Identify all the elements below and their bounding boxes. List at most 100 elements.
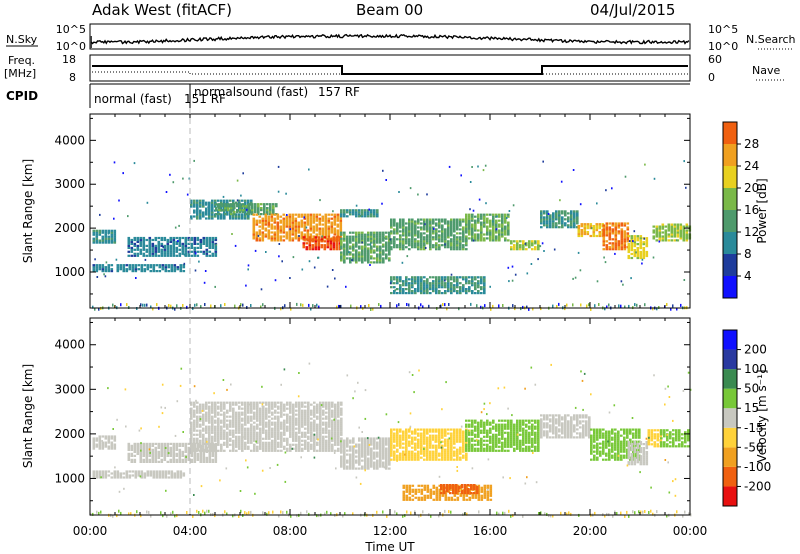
heatmap-cell [465, 282, 468, 285]
heatmap-cell [139, 240, 143, 243]
heatmap-cell [573, 224, 576, 227]
heatmap-cell [178, 452, 182, 455]
heatmap-cell [438, 434, 441, 437]
heatmap-cell [265, 429, 268, 432]
heatmap-cell [110, 435, 114, 438]
heatmap-cell [313, 429, 316, 432]
heatmap-cell [280, 425, 283, 428]
heatmap-cell [576, 220, 579, 223]
heatmap-cell [248, 209, 251, 212]
heatmap-cell [333, 217, 337, 220]
heatmap-cell [223, 407, 226, 410]
heatmap-cell [276, 221, 280, 224]
heatmap-cell [402, 438, 405, 441]
heatmap-cell [411, 238, 414, 241]
heatmap-cell [459, 242, 462, 245]
heatmap-cell [184, 240, 188, 243]
heatmap-cell [199, 246, 203, 249]
heatmap-cell [450, 438, 453, 441]
heatmap-cell [306, 229, 310, 232]
heatmap-cell [107, 237, 111, 240]
heatmap-cell [313, 447, 316, 450]
heatmap-cell [154, 456, 158, 459]
heatmap-cell [336, 217, 340, 220]
heatmap-cell [495, 225, 498, 228]
heatmap-cell [573, 216, 576, 219]
heatmap-cell [399, 230, 402, 233]
heatmap-cell [98, 445, 102, 448]
heatmap-cell [623, 234, 627, 237]
heatmap-cell [382, 253, 385, 256]
heatmap-cell [655, 235, 659, 238]
heatmap-cell [385, 247, 388, 250]
heatmap-cell [285, 235, 289, 238]
heatmap-cell [134, 268, 138, 271]
heatmap-cell [301, 435, 304, 438]
heatmap-cell [286, 439, 289, 442]
heatmap-cell [435, 444, 438, 447]
heatmap-cell [405, 284, 408, 287]
heatmap-cell [169, 450, 173, 453]
heatmap-cell [411, 228, 414, 231]
heatmap-cell [151, 448, 155, 451]
heatmap-cell [271, 427, 274, 430]
heatmap-cell [635, 251, 637, 254]
heatmap-cell [435, 454, 438, 457]
heatmap-cell [101, 472, 105, 475]
heatmap-cell [95, 241, 99, 244]
heatmap-cell [160, 248, 164, 251]
heatmap-cell [280, 307, 282, 311]
heatmap-cell [244, 427, 247, 430]
heatmap-cell [307, 401, 310, 404]
heatmap-cell [555, 226, 558, 229]
heatmap-cell [187, 252, 191, 255]
heatmap-cell [390, 248, 393, 251]
heatmap-cell [262, 445, 265, 448]
heatmap-cell [486, 221, 489, 224]
y-tick-label: 2000 [54, 221, 85, 235]
heatmap-cell [92, 439, 96, 442]
heatmap-cell [444, 240, 447, 243]
heatmap-cell [334, 437, 337, 440]
heatmap-cell [417, 434, 420, 437]
heatmap-cell [131, 470, 135, 473]
heatmap-cell [405, 280, 408, 283]
heatmap-cell [288, 221, 292, 224]
heatmap-cell [388, 445, 391, 448]
heatmap-cell [459, 228, 462, 231]
heatmap-cell [254, 249, 257, 252]
heatmap-cell [223, 403, 226, 406]
heatmap-cell [253, 427, 256, 430]
heatmap-cell [426, 454, 429, 457]
heatmap-cell [337, 449, 340, 452]
heatmap-cell [280, 431, 283, 434]
heatmap-cell [298, 235, 300, 237]
heatmap-cell [107, 437, 111, 440]
heatmap-cell [352, 439, 355, 442]
heatmap-cell [465, 213, 468, 216]
heatmap-cell [137, 268, 141, 271]
heatmap-cell [435, 286, 438, 289]
heatmap-cell [379, 251, 382, 254]
heatmap-cell [352, 235, 355, 238]
heatmap-cell [328, 421, 331, 424]
heatmap-cell [337, 447, 340, 450]
heatmap-cell [98, 472, 102, 475]
heatmap-cell [301, 433, 304, 436]
heatmap-cell [348, 251, 350, 254]
heatmap-cell [242, 303, 244, 307]
heatmap-cell [402, 454, 405, 457]
heatmap-cell [233, 207, 236, 210]
heatmap-cell [450, 288, 453, 291]
heatmap-cell [110, 235, 114, 238]
heatmap-cell [140, 476, 144, 479]
heatmap-cell [306, 223, 310, 226]
heatmap-cell [525, 244, 528, 247]
heatmap-cell [331, 427, 334, 430]
heatmap-cell [178, 248, 182, 251]
heatmap-cell [340, 461, 343, 464]
heatmap-cell [187, 448, 191, 451]
heatmap-cell [670, 223, 674, 226]
heatmap-cell [423, 228, 426, 231]
heatmap-cell [232, 449, 235, 452]
